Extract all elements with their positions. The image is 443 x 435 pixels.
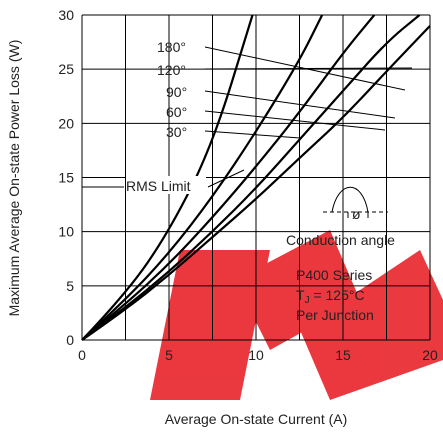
tick-labels: 0 5 10 15 20 0 5 10 15 20 25 30 bbox=[58, 7, 438, 363]
series-curve-0 bbox=[81, 25, 431, 341]
grid-lines bbox=[81, 14, 431, 341]
series-curve-4 bbox=[81, 14, 254, 341]
y-axis-title: Maximum Average On-state Power Loss (W) bbox=[6, 40, 22, 317]
angle-leader-3 bbox=[204, 110, 386, 131]
tj-label: TJ = 125°C bbox=[296, 287, 365, 306]
x-axis-title: Average On-state Current (A) bbox=[165, 411, 348, 427]
tj-symbol: T bbox=[296, 287, 305, 303]
x-tick-label: 15 bbox=[335, 347, 351, 363]
rms-limit-label: RMS Limit bbox=[126, 178, 191, 194]
annotation-leaders bbox=[82, 46, 413, 188]
tj-subscript: J bbox=[305, 295, 310, 306]
watermark-shape-3 bbox=[300, 250, 443, 400]
x-tick-label: 20 bbox=[422, 347, 438, 363]
series-name-label: P400 Series bbox=[296, 267, 372, 283]
tj-value: = 125°C bbox=[310, 287, 365, 303]
rms-limit-leader bbox=[207, 169, 245, 188]
series-curve-3 bbox=[81, 14, 324, 341]
angle-labels: 180° 120° 90° 60° 30° bbox=[157, 39, 187, 140]
series-curves bbox=[81, 14, 431, 341]
x-tick-label: 10 bbox=[248, 347, 264, 363]
y-tick-label: 20 bbox=[58, 115, 74, 131]
series-curve-1 bbox=[81, 14, 421, 341]
y-tick-label: 15 bbox=[58, 170, 74, 186]
y-tick-label: 5 bbox=[66, 278, 74, 294]
angle-label-30: 30° bbox=[166, 124, 187, 140]
x-tick-label: 5 bbox=[165, 347, 173, 363]
angle-leader-1 bbox=[204, 67, 413, 70]
angle-label-180: 180° bbox=[157, 39, 186, 55]
angle-label-120: 120° bbox=[157, 62, 186, 78]
phi-symbol: ø bbox=[352, 206, 361, 222]
angle-leader-4 bbox=[204, 130, 301, 139]
x-tick-label: 0 bbox=[78, 347, 86, 363]
y-tick-label: 0 bbox=[66, 332, 74, 348]
angle-label-60: 60° bbox=[166, 104, 187, 120]
y-tick-label: 10 bbox=[58, 224, 74, 240]
angle-label-90: 90° bbox=[166, 84, 187, 100]
series-curve-2 bbox=[81, 14, 376, 341]
conduction-waveform-icon: ø bbox=[323, 186, 388, 222]
watermark-logo bbox=[150, 230, 443, 400]
rms-limit-label-bg bbox=[126, 176, 206, 194]
y-tick-label: 30 bbox=[58, 7, 74, 23]
y-tick-label: 25 bbox=[58, 61, 74, 77]
per-junction-label: Per Junction bbox=[296, 307, 374, 323]
conduction-angle-label: Conduction angle bbox=[286, 232, 395, 248]
watermark-shape-2 bbox=[235, 230, 360, 350]
angle-leader-2 bbox=[204, 90, 396, 119]
